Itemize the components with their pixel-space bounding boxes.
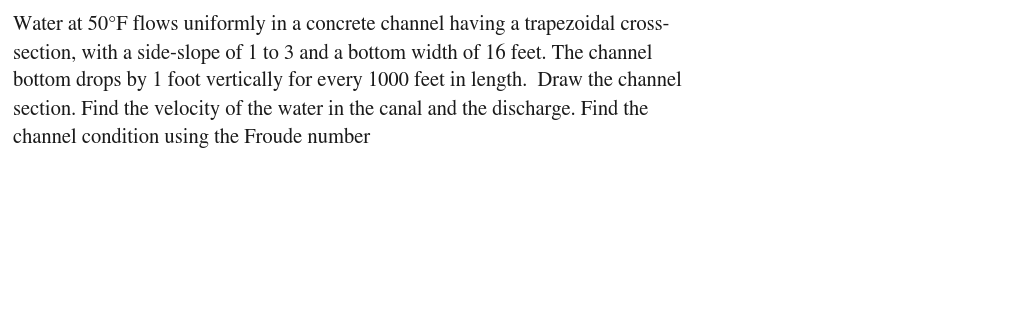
Text: section. Find the velocity of the water in the canal and the discharge. Find the: section. Find the velocity of the water … — [13, 100, 648, 120]
Text: Water at 50°F flows uniformly in a concrete channel having a trapezoidal cross-: Water at 50°F flows uniformly in a concr… — [13, 15, 670, 35]
Text: section, with a side-slope of 1 to 3 and a bottom width of 16 feet. The channel: section, with a side-slope of 1 to 3 and… — [13, 43, 653, 64]
Text: channel condition using the Froude number: channel condition using the Froude numbe… — [13, 128, 371, 148]
Text: bottom drops by 1 foot vertically for every 1000 feet in length.  Draw the chann: bottom drops by 1 foot vertically for ev… — [13, 71, 682, 91]
